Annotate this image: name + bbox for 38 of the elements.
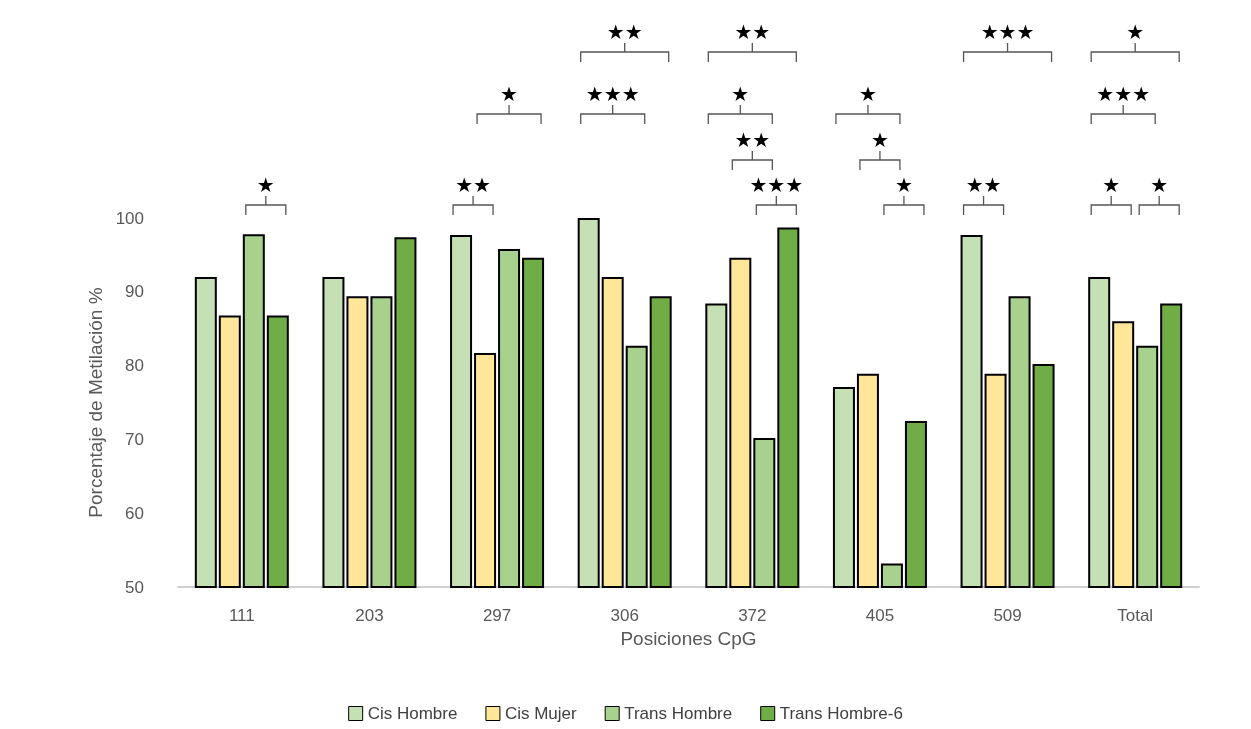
y-tick-label: 90 [125, 282, 144, 302]
x-axis-title: Posiciones CpG [620, 627, 757, 649]
y-tick-label: 50 [125, 577, 144, 597]
text: ★ [858, 82, 877, 106]
y-tick-label: 80 [125, 356, 144, 376]
text: ★★★ [980, 20, 1035, 44]
y-tick-label: 100 [115, 208, 144, 228]
legend-label: Cis Hombre [367, 704, 458, 723]
text: ★★ [965, 173, 1002, 197]
x-tick-label: 297 [482, 606, 512, 625]
text: ★★ [734, 128, 771, 152]
x-tick-label: 372 [738, 606, 767, 625]
text: ★ [894, 173, 913, 197]
legend-label: Trans Hombre [624, 704, 733, 723]
text: ★ [731, 82, 750, 106]
text: ★★★ [585, 82, 640, 106]
text: ★★★ [749, 173, 804, 197]
text: ★ [1150, 173, 1169, 197]
x-tick-label: 111 [228, 606, 255, 625]
text: ★ [1126, 20, 1145, 44]
text: ★ [256, 173, 275, 197]
y-axis-title: Porcentaje de Metilación % [84, 287, 106, 518]
text: ★★ [734, 20, 771, 44]
text: ★ [870, 128, 889, 152]
text: ★★★ [1096, 82, 1151, 106]
y-tick-label: 60 [125, 503, 144, 523]
text: ★ [500, 82, 519, 106]
y-tick-label: 70 [125, 429, 144, 449]
x-tick-label: Total [1117, 606, 1154, 625]
legend-label: Cis Mujer [504, 704, 578, 723]
x-tick-label: 405 [865, 606, 895, 625]
text: ★★ [455, 173, 491, 197]
legend-label: Trans Hombre-6 [779, 704, 903, 723]
x-tick-label: 509 [993, 606, 1022, 625]
x-tick-label: 203 [355, 606, 384, 625]
x-tick-label: 306 [610, 606, 639, 625]
text: ★★ [606, 20, 643, 44]
text: ★ [1102, 173, 1121, 197]
